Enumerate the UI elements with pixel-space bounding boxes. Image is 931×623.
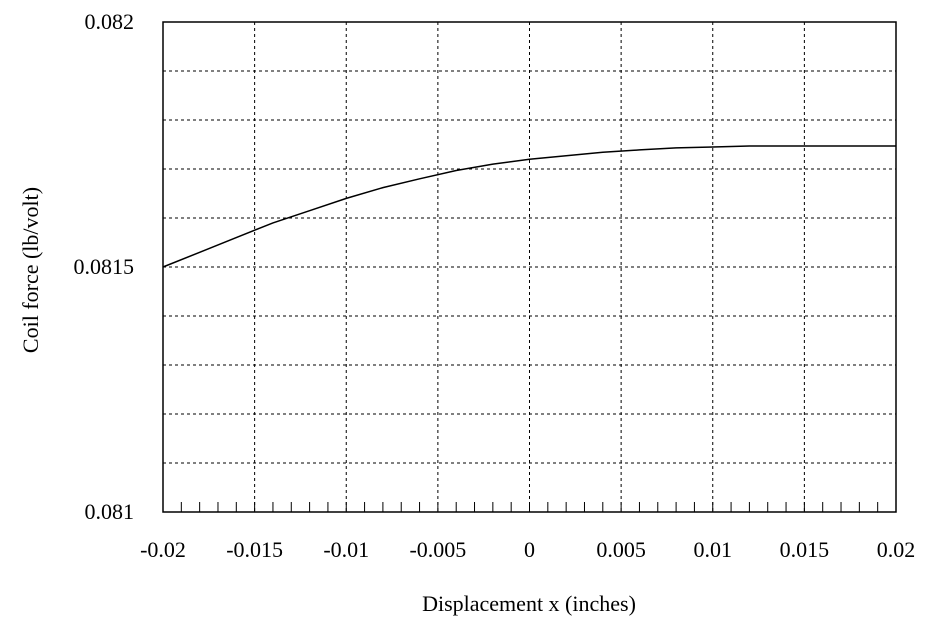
x-tick-label: -0.01: [323, 537, 369, 562]
y-tick-label: 0.0815: [74, 254, 135, 279]
y-tick-labels: 0.081 0.0815 0.082: [74, 9, 135, 524]
coil-force-line: [162, 145, 896, 268]
y-tick-label: 0.081: [85, 499, 135, 524]
y-axis-title: Coil force (lb/volt): [18, 187, 43, 353]
x-tick-label: 0.005: [596, 537, 646, 562]
x-tick-label: -0.02: [140, 537, 186, 562]
x-tick-label: 0.01: [694, 537, 733, 562]
x-tick-label: 0.015: [780, 537, 830, 562]
x-tick-label: -0.005: [409, 537, 466, 562]
minor-ticks: [180, 502, 879, 512]
x-tick-label: 0: [524, 537, 535, 562]
y-tick-label: 0.082: [85, 9, 135, 34]
grid: [163, 22, 896, 512]
x-tick-label: -0.015: [226, 537, 283, 562]
series-group: [162, 145, 896, 268]
x-tick-label: 0.02: [877, 537, 916, 562]
plot-frame: [162, 21, 897, 513]
x-tick-labels: -0.02 -0.015 -0.01 -0.005 0 0.005 0.01 0.015 0.0…: [140, 537, 915, 562]
x-axis-title: Displacement x (inches): [422, 591, 636, 616]
